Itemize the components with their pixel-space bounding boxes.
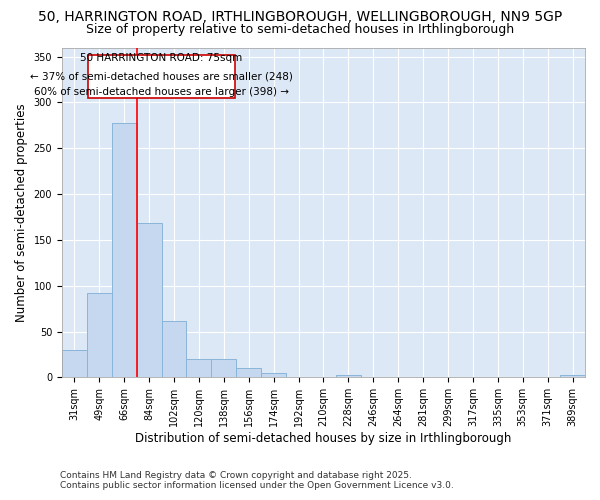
Bar (112, 122, 137, 378)
Text: 60% of semi-detached houses are larger (398) →: 60% of semi-detached houses are larger (… (34, 87, 289, 97)
Y-axis label: Number of semi-detached properties: Number of semi-detached properties (15, 103, 28, 322)
Text: 50, HARRINGTON ROAD, IRTHLINGBOROUGH, WELLINGBOROUGH, NN9 5GP: 50, HARRINGTON ROAD, IRTHLINGBOROUGH, WE… (38, 10, 562, 24)
Bar (161, 320, 187, 378)
Bar (62, 350, 87, 378)
Bar (336, 374, 361, 378)
Bar (560, 374, 585, 378)
Bar (236, 368, 261, 378)
Text: Size of property relative to semi-detached houses in Irthlingborough: Size of property relative to semi-detach… (86, 22, 514, 36)
Text: 50 HARRINGTON ROAD: 75sqm: 50 HARRINGTON ROAD: 75sqm (80, 52, 242, 62)
Bar (211, 359, 236, 378)
Bar (87, 293, 112, 378)
Bar (261, 373, 286, 378)
Text: Contains HM Land Registry data © Crown copyright and database right 2025.
Contai: Contains HM Land Registry data © Crown c… (60, 470, 454, 490)
FancyBboxPatch shape (88, 55, 235, 98)
Text: ← 37% of semi-detached houses are smaller (248): ← 37% of semi-detached houses are smalle… (30, 72, 293, 82)
X-axis label: Distribution of semi-detached houses by size in Irthlingborough: Distribution of semi-detached houses by … (135, 432, 512, 445)
Bar (187, 359, 211, 378)
Bar (137, 224, 161, 378)
